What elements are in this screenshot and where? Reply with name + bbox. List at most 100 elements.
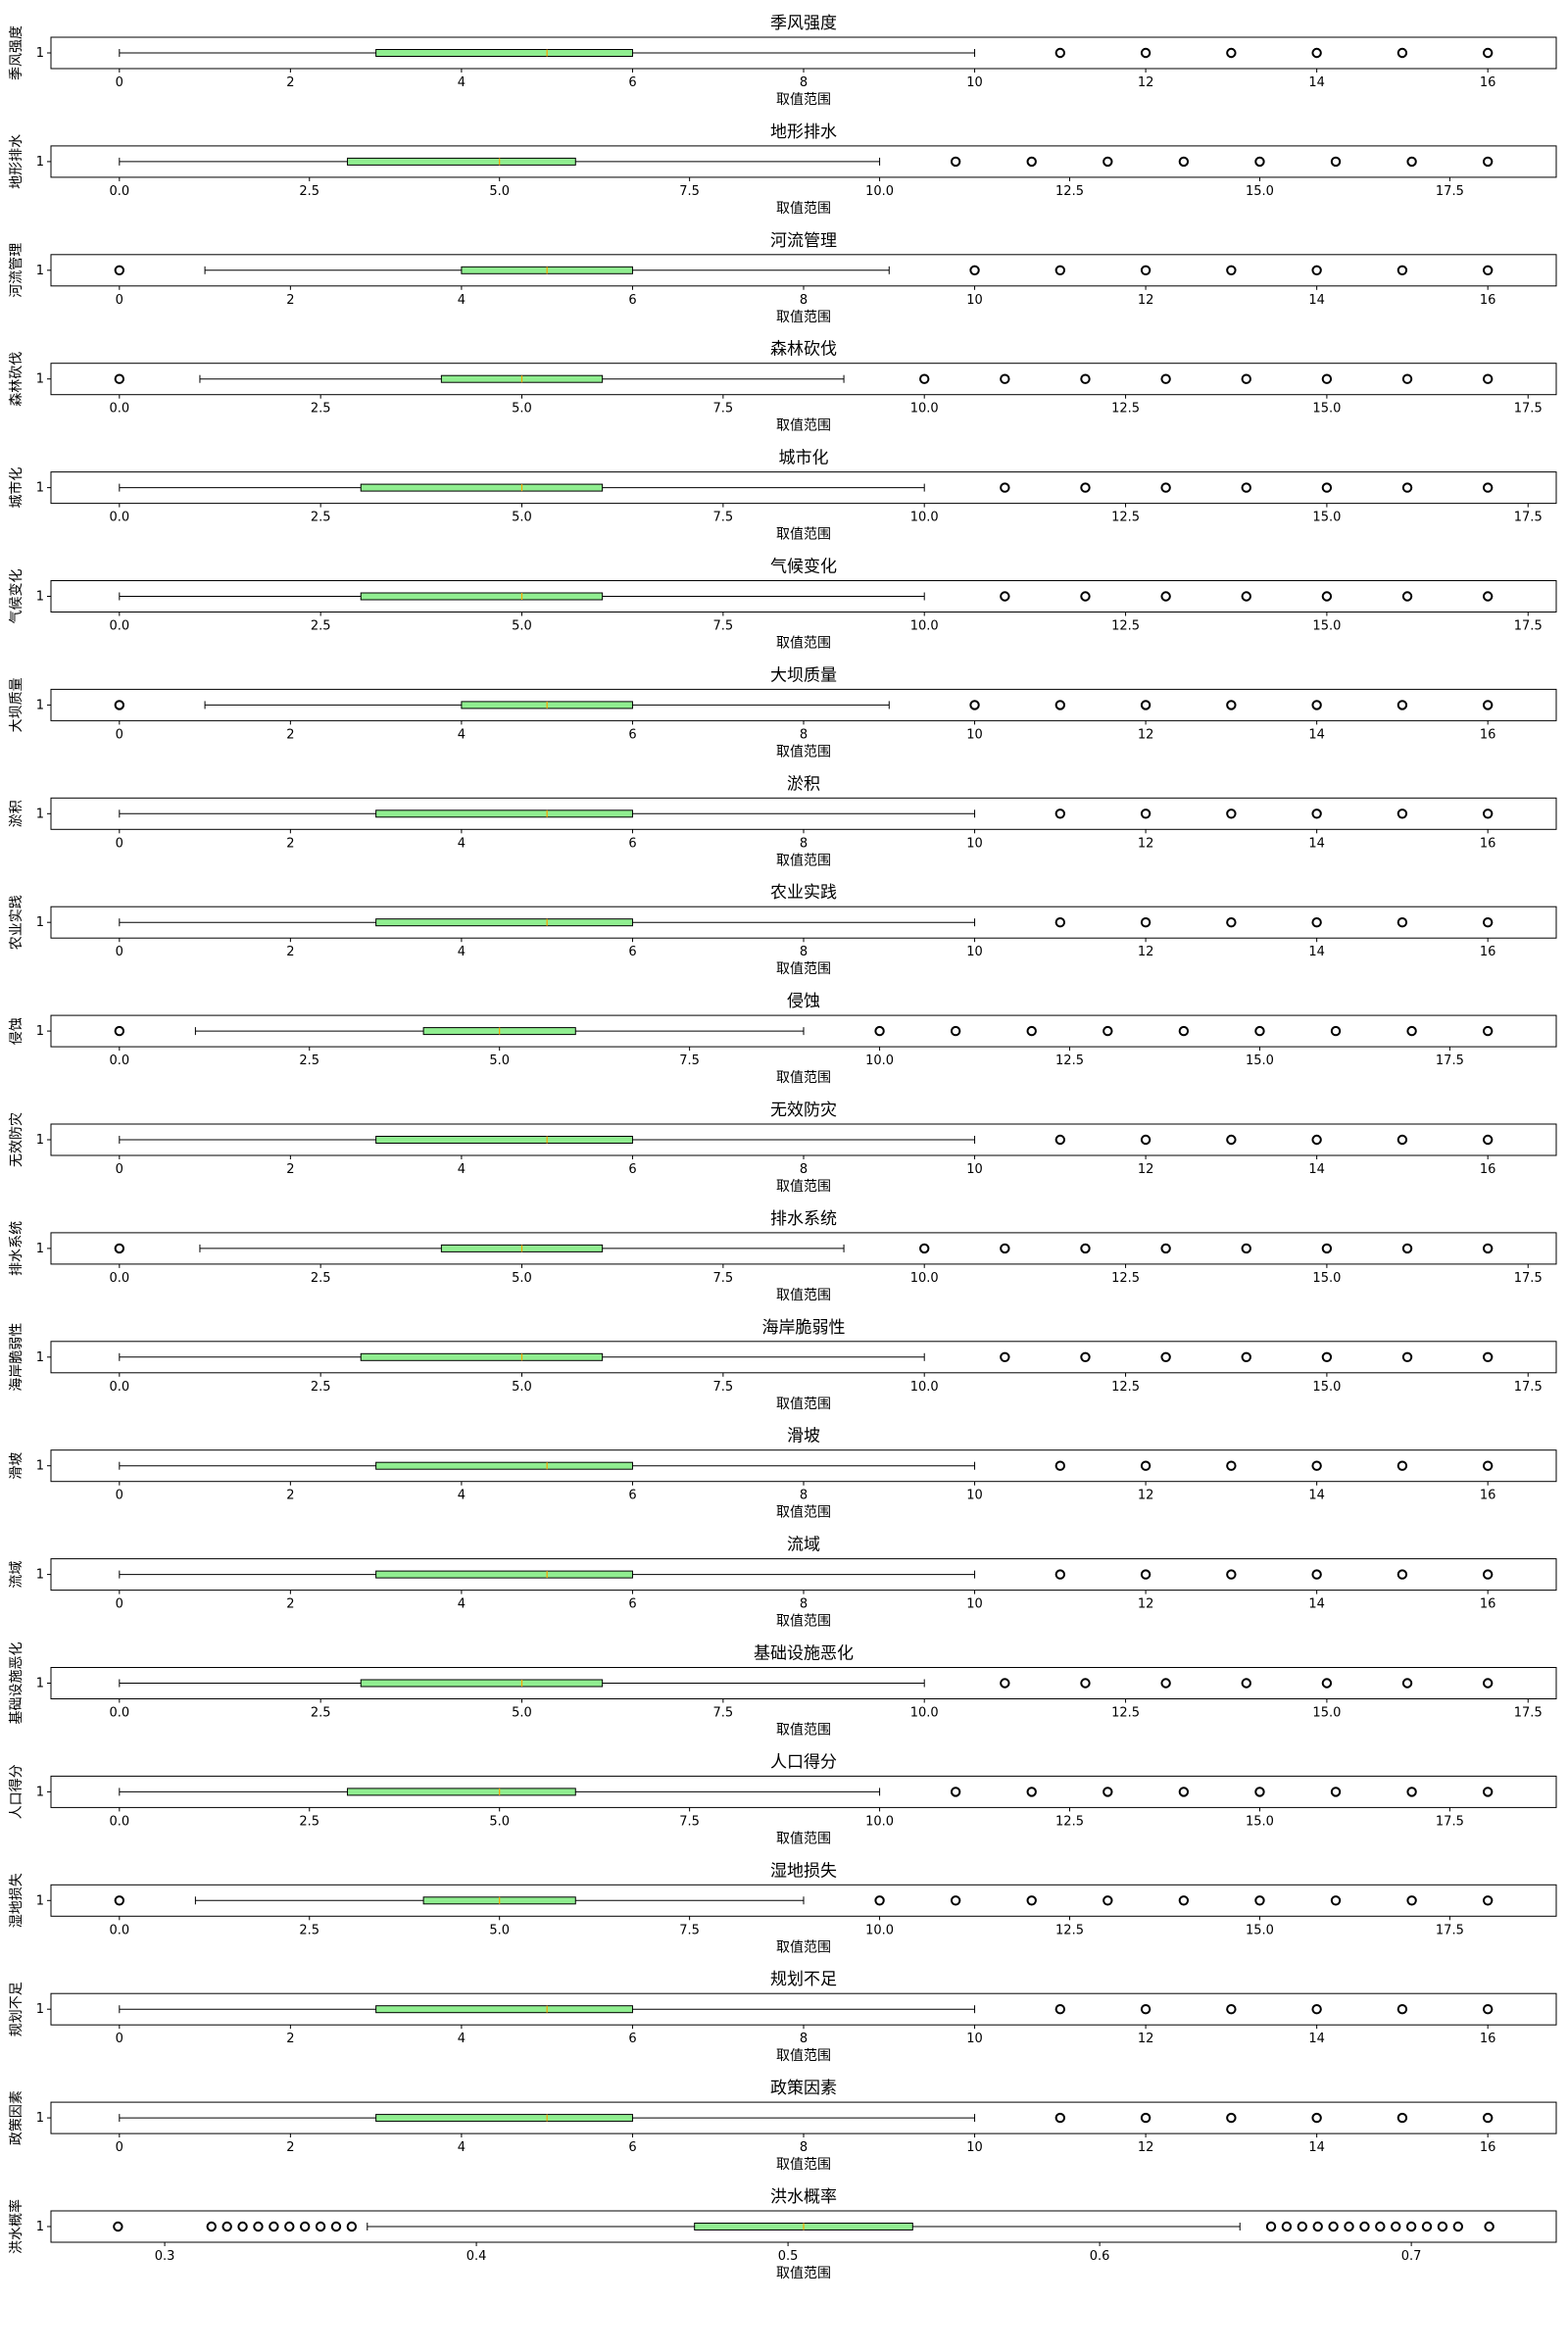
outlier-point [1396,265,1408,275]
x-tick-label: 8 [800,836,808,851]
outlier-point [1080,373,1091,384]
boxplot-panel: 森林砍伐 1 森林砍伐 0.0 2.5 5.0 7.5 10.0 12.5 15.0 17.5 取值范… [9,340,1557,434]
outlier-point [1406,1025,1417,1037]
outlier-point [1054,1460,1066,1471]
x-tick-label: 0.7 [1401,2249,1422,2264]
x-tick-label: 0.0 [109,619,129,634]
outlier-point [1482,591,1494,602]
y-axis-label: 河流管理 [9,243,24,298]
outlier-point [1054,2004,1066,2015]
x-tick-label: 2.5 [299,1923,319,1937]
x-tick-label: 2 [286,2140,294,2155]
outlier-point [1000,591,1010,602]
outlier-point [1482,482,1494,493]
x-tick-label: 0.0 [109,184,129,199]
x-tick-label: 10 [966,945,983,959]
y-axis-label: 规划不足 [9,1982,24,2036]
x-tick-label: 17.5 [1436,1054,1464,1068]
y-tick-label: 1 [36,481,44,496]
x-tick-label: 6 [628,2032,636,2046]
x-tick-label: 10.0 [910,1380,939,1395]
outlier-point [1401,373,1413,384]
outlier-point [1321,591,1333,602]
outlier-point [969,265,980,275]
outlier-point [1452,2221,1464,2232]
outlier-point [1226,1460,1237,1471]
x-tick-label: 8 [800,1162,808,1177]
x-tick-label: 7.5 [713,1706,734,1721]
x-axis-label: 取值范围 [776,2265,831,2281]
outlier-point [114,1025,125,1037]
outlier-point [114,265,125,275]
outlier-point [1254,1787,1265,1797]
x-tick-label: 0.0 [109,1923,129,1937]
x-axis-label: 取值范围 [776,2047,831,2064]
outlier-point [114,1243,125,1254]
outlier-point [1401,482,1413,493]
x-tick-label: 14 [1308,1162,1325,1177]
x-tick-label: 7.5 [679,184,700,199]
x-tick-label: 15.0 [1312,511,1341,525]
panel-title: 规划不足 [770,1970,837,1989]
x-tick-label: 6 [628,1489,636,1503]
outlier-point [1000,1351,1010,1363]
x-tick-label: 0 [116,945,123,959]
x-tick-label: 17.5 [1514,402,1543,416]
iqr-box [360,483,604,492]
x-tick-label: 6 [628,727,636,742]
x-tick-label: 10.0 [910,1271,939,1286]
outlier-point [1026,156,1037,168]
outlier-point [1311,700,1322,710]
x-tick-label: 14 [1308,75,1325,90]
outlier-point [1102,1895,1113,1906]
outlier-point [1311,1134,1322,1146]
outlier-point [1102,1025,1113,1037]
outlier-point [1406,1895,1417,1906]
x-tick-label: 0.0 [109,1054,129,1068]
panel-title: 季风强度 [770,14,837,33]
outlier-point [1054,2112,1066,2124]
x-tick-label: 8 [800,727,808,742]
outlier-point [1421,2221,1433,2232]
outlier-point [1026,1895,1037,1906]
outlier-point [950,156,961,168]
x-tick-label: 12 [1138,293,1154,308]
x-tick-label: 2.5 [311,1380,331,1395]
x-axis-label: 取值范围 [776,960,831,977]
outlier-point [1311,265,1322,275]
y-tick-label: 1 [36,155,44,170]
outlier-point [1054,1134,1066,1146]
x-tick-label: 5.0 [512,1380,532,1395]
outlier-point [1254,1895,1265,1906]
x-tick-label: 8 [800,1489,808,1503]
x-axis-label: 取值范围 [776,1396,831,1412]
x-tick-label: 12 [1138,727,1154,742]
x-tick-label: 12.5 [1111,1380,1140,1395]
x-tick-label: 10 [966,2032,983,2046]
outlier-point [1140,265,1152,275]
x-tick-label: 0 [116,1162,123,1177]
outlier-point [1226,808,1237,819]
outlier-point [1054,265,1066,275]
y-axis-label: 滑坡 [8,1452,24,1480]
outlier-point [919,373,930,384]
iqr-box [375,1136,633,1144]
y-tick-label: 1 [36,1785,44,1799]
boxplot-panel: 湿地损失 1 湿地损失 0.0 2.5 5.0 7.5 10.0 12.5 15.0 17.5 取值范… [9,1861,1557,1955]
x-tick-label: 5.0 [512,402,532,416]
x-tick-label: 10 [966,75,983,90]
outlier-point [1254,156,1265,168]
panel-title: 地形排水 [770,122,837,142]
outlier-point [1396,2112,1408,2124]
outlier-point [1054,1569,1066,1580]
x-tick-label: 14 [1308,1489,1325,1503]
y-axis-label: 无效防灾 [8,1112,24,1167]
y-tick-label: 1 [36,1459,44,1474]
outlier-point [114,700,125,710]
outlier-point [1026,1787,1037,1797]
x-tick-label: 6 [628,836,636,851]
x-tick-label: 12.5 [1111,1706,1140,1721]
outlier-point [1391,2221,1401,2232]
boxplot-panel: 侵蚀 1 侵蚀 0.0 2.5 5.0 7.5 10.0 12.5 15.0 17.5 取值范围 [8,992,1557,1086]
x-tick-label: 10 [966,727,983,742]
